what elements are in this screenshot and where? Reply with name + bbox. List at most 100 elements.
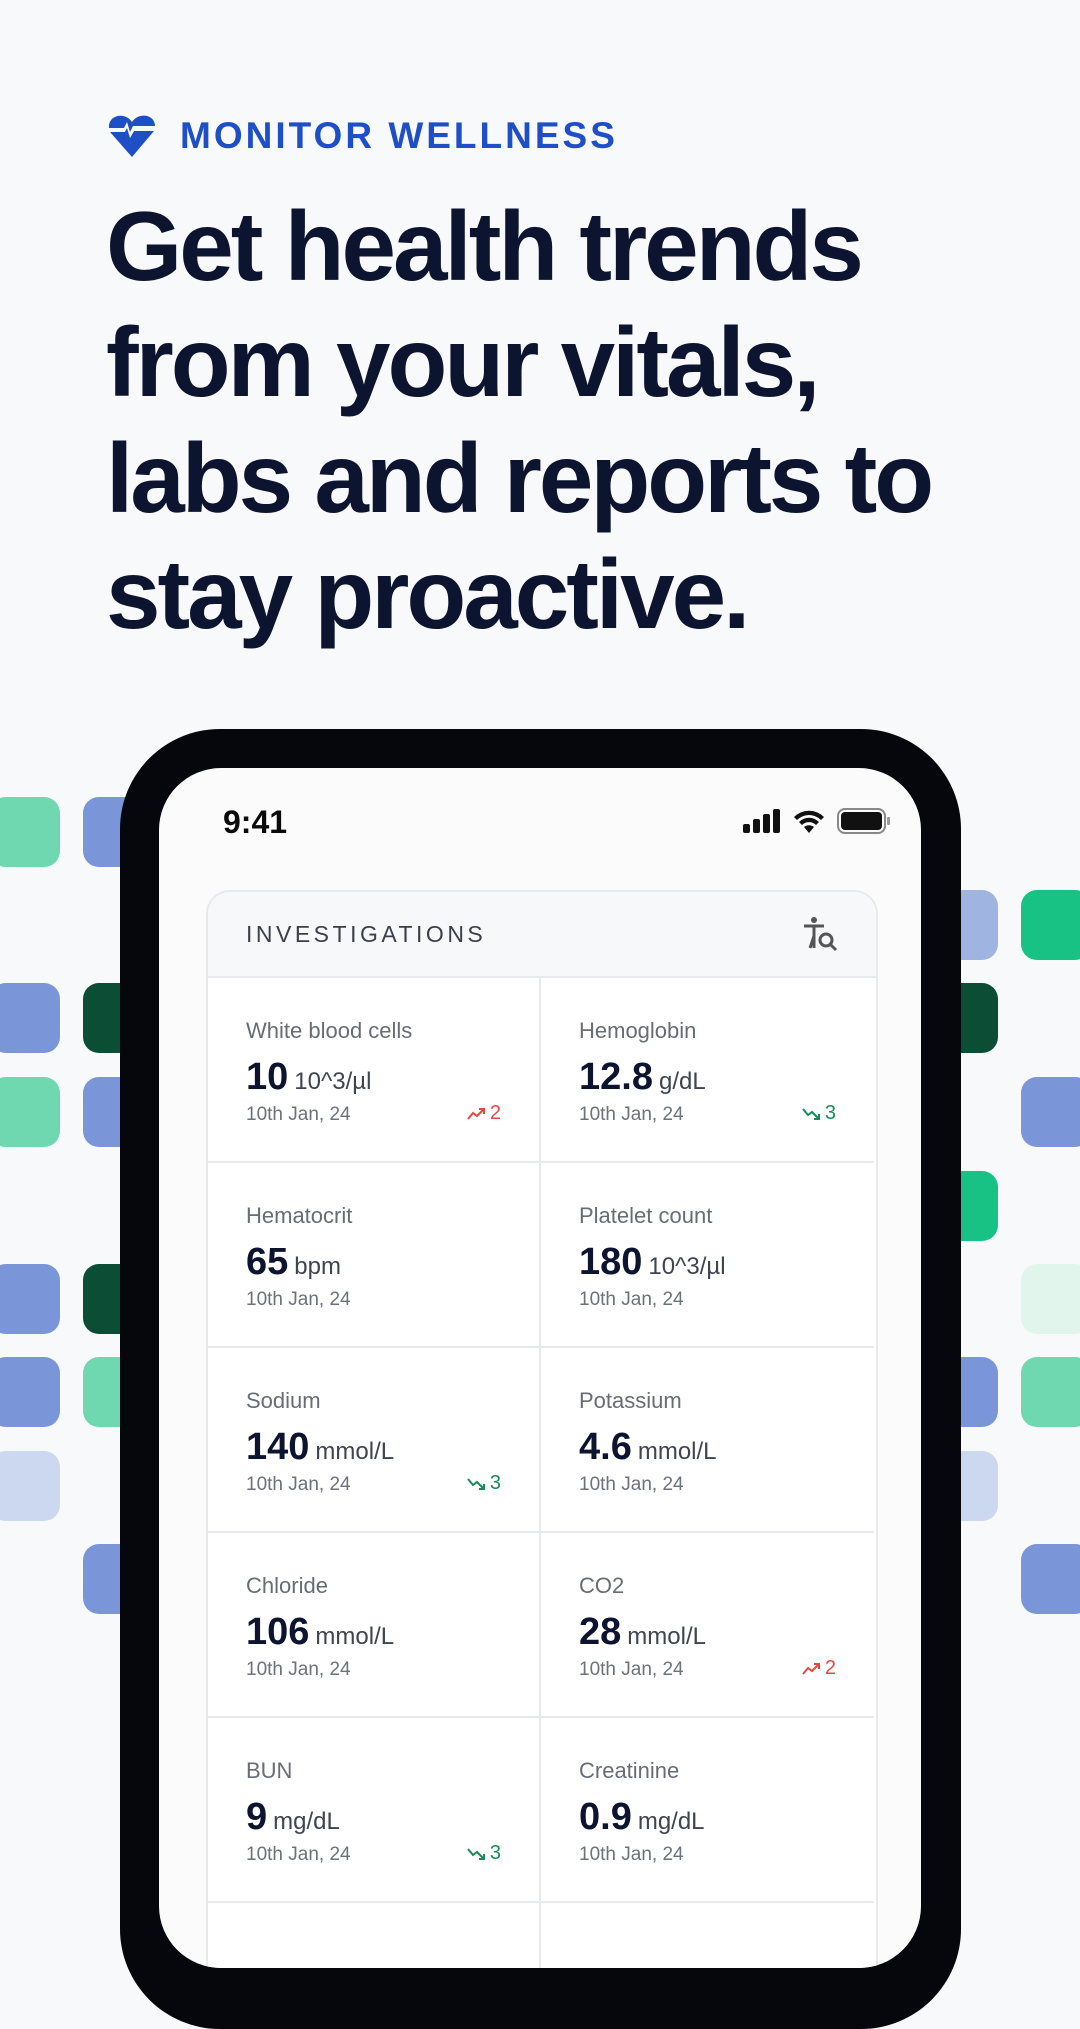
investigation-item[interactable]: White blood cells 10 10^3/µl 10th Jan, 24… (208, 978, 541, 1163)
item-label: Potassium (579, 1388, 682, 1413)
item-number: 12.8 (579, 1056, 653, 1098)
item-date: 10th Jan, 24 (579, 1104, 684, 1125)
investigation-item[interactable]: Chloride 106 mmol/L 10th Jan, 24 (208, 1533, 541, 1718)
trend-down-icon (467, 1847, 485, 1860)
decorative-square (1021, 1357, 1080, 1427)
item-value: 180 10^3/µl (579, 1241, 726, 1284)
investigation-item[interactable]: Platelet count 180 10^3/µl 10th Jan, 24 (541, 1163, 874, 1348)
decorative-square (0, 797, 60, 867)
card-title: INVESTIGATIONS (246, 920, 487, 947)
decorative-square (1021, 1264, 1080, 1334)
trend-count: 3 (824, 1102, 836, 1124)
item-unit: 10^3/µl (648, 1253, 726, 1280)
item-number: 0.9 (579, 1796, 632, 1838)
item-label: Hematocrit (246, 1203, 353, 1228)
investigation-item[interactable]: Creatinine 0.9 mg/dL 10th Jan, 24 (541, 1718, 874, 1903)
trend-indicator: 3 (466, 1472, 501, 1495)
item-date: 10th Jan, 24 (246, 1474, 351, 1495)
item-date: 10th Jan, 24 (246, 1844, 351, 1865)
brand: MONITOR WELLNESS (108, 114, 618, 158)
investigation-item[interactable]: CO2 28 mmol/L 10th Jan, 24 2 (541, 1533, 874, 1718)
status-icons (743, 808, 891, 834)
trend-count: 3 (489, 1842, 501, 1864)
item-number: 140 (246, 1426, 310, 1468)
item-value: 0.9 mg/dL (579, 1796, 705, 1839)
item-number: 9 (246, 1796, 268, 1838)
decorative-square (1021, 1077, 1080, 1147)
item-unit: mg/dL (637, 1808, 705, 1835)
decorative-square (1021, 1544, 1080, 1614)
investigations-grid: White blood cells 10 10^3/µl 10th Jan, 24… (208, 978, 876, 1968)
investigation-item[interactable]: Hematocrit 65 bpm 10th Jan, 24 (208, 1163, 541, 1348)
item-number: 10 (246, 1056, 289, 1098)
trend-count: 2 (489, 1102, 501, 1124)
trend-indicator: 3 (466, 1842, 501, 1865)
decorative-square (0, 1264, 60, 1334)
item-value: 4.6 mmol/L (579, 1426, 717, 1469)
item-value: 106 mmol/L (246, 1611, 394, 1654)
decorative-square (0, 1357, 60, 1427)
item-label: Sodium (246, 1388, 321, 1413)
status-time: 9:41 (223, 804, 288, 840)
phone-screen: 9:41 INVESTIGATIONS White blood cells 10… (159, 768, 921, 1968)
decorative-square (0, 983, 60, 1053)
person-search-icon[interactable] (802, 916, 838, 952)
item-unit: g/dL (658, 1068, 706, 1095)
trend-count: 2 (824, 1657, 836, 1679)
item-date: 10th Jan, 24 (579, 1659, 684, 1680)
item-label: White blood cells (246, 1018, 413, 1043)
item-label: BUN (246, 1758, 293, 1783)
trend-up-icon (802, 1662, 820, 1675)
wifi-icon (794, 810, 824, 833)
item-date: 10th Jan, 24 (246, 1289, 351, 1310)
decorative-square (0, 1451, 60, 1521)
brand-label: MONITOR WELLNESS (180, 115, 618, 156)
trend-indicator: 3 (801, 1102, 836, 1125)
trend-indicator: 2 (466, 1102, 501, 1125)
item-date: 10th Jan, 24 (579, 1289, 684, 1310)
item-date: 10th Jan, 24 (579, 1474, 684, 1495)
item-value: 140 mmol/L (246, 1426, 394, 1469)
decorative-square (1021, 890, 1080, 960)
investigation-item[interactable] (208, 1903, 541, 1968)
investigation-item[interactable]: BUN 9 mg/dL 10th Jan, 24 3 (208, 1718, 541, 1903)
trend-indicator: 2 (801, 1657, 836, 1680)
item-number: 4.6 (579, 1426, 632, 1468)
investigation-item[interactable] (541, 1903, 874, 1968)
item-value: 28 mmol/L (579, 1611, 706, 1654)
item-value: 9 mg/dL (246, 1796, 340, 1839)
item-unit: bpm (294, 1253, 341, 1280)
investigation-item[interactable]: Sodium 140 mmol/L 10th Jan, 24 3 (208, 1348, 541, 1533)
item-unit: mg/dL (273, 1808, 340, 1835)
item-number: 106 (246, 1611, 310, 1653)
item-value: 10 10^3/µl (246, 1056, 371, 1099)
investigation-item[interactable]: Hemoglobin 12.8 g/dL 10th Jan, 24 3 (541, 978, 874, 1163)
item-date: 10th Jan, 24 (246, 1659, 351, 1680)
decorative-square (0, 1077, 60, 1147)
trend-down-icon (467, 1477, 485, 1490)
item-unit: 10^3/µl (294, 1068, 372, 1095)
item-label: Platelet count (579, 1203, 713, 1228)
trend-count: 3 (489, 1472, 501, 1494)
trend-up-icon (467, 1107, 485, 1120)
card-header: INVESTIGATIONS (208, 892, 876, 978)
item-unit: mmol/L (637, 1438, 717, 1465)
trend-down-icon (802, 1107, 820, 1120)
item-label: CO2 (579, 1573, 625, 1598)
item-label: Chloride (246, 1573, 328, 1598)
item-date: 10th Jan, 24 (246, 1104, 351, 1125)
item-date: 10th Jan, 24 (579, 1844, 684, 1865)
item-number: 180 (579, 1241, 643, 1283)
item-unit: mmol/L (315, 1438, 395, 1465)
item-number: 65 (246, 1241, 289, 1283)
battery-icon (837, 808, 890, 834)
headline: Get health trends from your vitals, labs… (106, 191, 934, 649)
item-label: Creatinine (579, 1758, 680, 1783)
item-label: Hemoglobin (579, 1018, 697, 1043)
item-value: 12.8 g/dL (579, 1056, 706, 1099)
investigations-card: INVESTIGATIONS White blood cells 10 10^3/… (206, 890, 878, 1968)
investigation-item[interactable]: Potassium 4.6 mmol/L 10th Jan, 24 (541, 1348, 874, 1533)
heart-pulse-icon (108, 115, 155, 157)
item-value: 65 bpm (246, 1241, 341, 1284)
item-unit: mmol/L (315, 1623, 395, 1650)
